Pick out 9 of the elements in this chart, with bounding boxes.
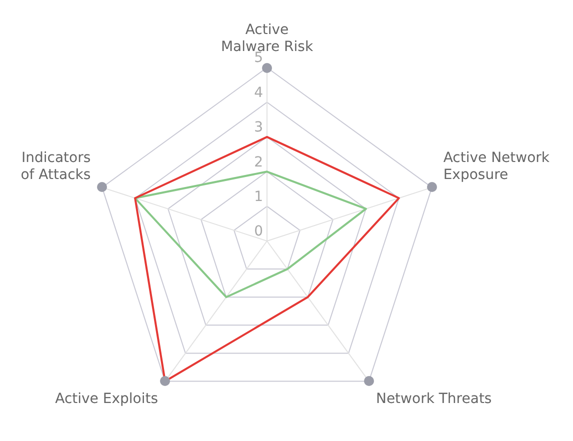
y-tick-label: 1: [254, 188, 263, 205]
y-tick-label: 3: [254, 120, 263, 136]
spoke-label: Network Threats: [376, 391, 492, 408]
y-tick-label: 0: [254, 224, 263, 240]
y-tick-label: 2: [254, 154, 263, 170]
spoke-label: Indicators of Attacks: [20, 150, 91, 183]
y-tick-label: 4: [254, 84, 264, 101]
spoke-label: Active Network Exposure: [443, 150, 550, 183]
spoke-label: Active Exploits: [55, 391, 158, 408]
